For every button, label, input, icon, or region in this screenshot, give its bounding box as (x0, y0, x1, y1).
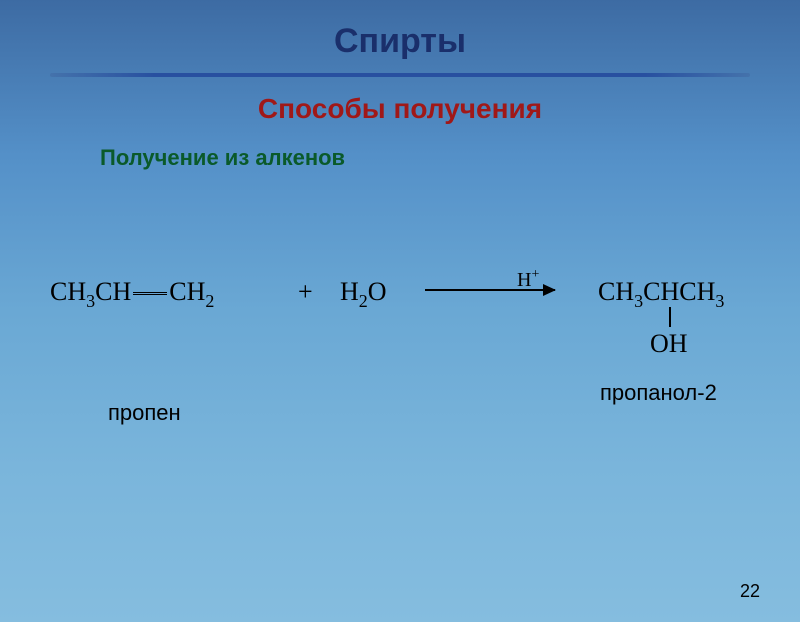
reactant-label: пропен (108, 400, 181, 426)
ch-part: CH (95, 277, 131, 307)
h-part: H (340, 277, 359, 307)
reactant-propene: CH3CHCH2 (50, 277, 214, 307)
o-part: O (368, 277, 387, 307)
p-s3b: 3 (715, 291, 724, 312)
page-number: 22 (740, 581, 760, 602)
product-formula: CH3CHCH3 (598, 277, 724, 307)
p-chch: CHCH (643, 277, 715, 307)
p-ch3a: CH (598, 277, 634, 307)
oh-group: OH (650, 329, 688, 359)
double-bond (133, 292, 167, 295)
p-s3a: 3 (634, 291, 643, 312)
cat-plus: + (531, 267, 539, 282)
title-divider (50, 73, 750, 77)
ch2-part: CH (169, 277, 205, 307)
reaction-arrow: H+ (425, 289, 565, 291)
subheading: Получение из алкенов (100, 145, 800, 171)
sub3: 3 (86, 291, 95, 312)
subtitle: Способы получения (0, 93, 800, 125)
plus-sign: + (298, 277, 313, 307)
water-sub2: 2 (359, 291, 368, 312)
product-label: пропанол-2 (600, 380, 717, 406)
arrow-line (425, 289, 555, 291)
ch3-part: CH (50, 277, 86, 307)
page-title: Спирты (0, 22, 800, 61)
water-formula: H2O (340, 277, 387, 307)
reaction-equation: CH3CHCH2 + H2O H+ CH3CHCH3 OH (50, 257, 750, 377)
oh-bond-line (669, 307, 671, 327)
arrow-head (543, 284, 556, 296)
sub2: 2 (205, 291, 214, 312)
cat-h: H (517, 269, 531, 291)
